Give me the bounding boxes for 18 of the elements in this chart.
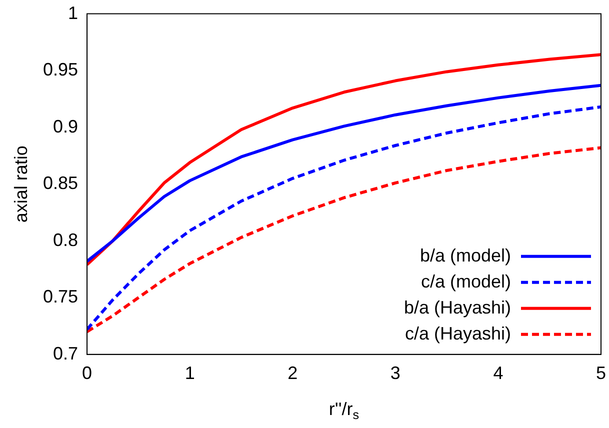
legend-label: b/a (model) — [420, 245, 511, 266]
y-tick-label: 1 — [68, 2, 78, 23]
y-tick-label: 0.75 — [42, 286, 78, 307]
y-tick-label: 0.85 — [42, 173, 78, 194]
x-tick-label: 4 — [493, 363, 504, 384]
y-tick-label: 0.95 — [42, 60, 78, 80]
x-tick-label: 3 — [390, 363, 400, 384]
y-tick-label: 0.9 — [53, 116, 78, 136]
y-tick-label: 0.8 — [53, 230, 78, 250]
x-tick-label: 0 — [82, 363, 92, 384]
x-tick-label: 5 — [596, 363, 606, 384]
y-tick-label: 0.7 — [53, 343, 78, 364]
legend-label: b/a (Hayashi) — [404, 297, 511, 318]
legend-label: c/a (model) — [420, 271, 511, 292]
x-tick-label: 1 — [184, 363, 195, 384]
legend-label: c/a (Hayashi) — [404, 323, 511, 344]
x-tick-label: 2 — [288, 363, 298, 384]
y-axis-title: axial ratio — [10, 146, 31, 223]
